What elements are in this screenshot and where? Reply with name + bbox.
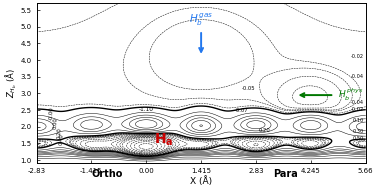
- Text: -0.02: -0.02: [351, 54, 364, 59]
- Text: 0.50: 0.50: [353, 136, 364, 141]
- Text: -0.07: -0.07: [234, 108, 248, 113]
- Text: $H_b^{\,phys}$: $H_b^{\,phys}$: [338, 87, 363, 103]
- Text: 0.00: 0.00: [52, 117, 58, 129]
- Text: -0.00: -0.00: [49, 106, 54, 120]
- Text: $H_b^{\,gas}$: $H_b^{\,gas}$: [189, 12, 213, 28]
- Text: -0.04: -0.04: [351, 74, 364, 79]
- Text: 0.20: 0.20: [56, 127, 62, 139]
- Y-axis label: $Z_{H_b}$ (Å): $Z_{H_b}$ (Å): [3, 69, 19, 98]
- Text: Ortho: Ortho: [92, 169, 123, 179]
- Text: -0.05: -0.05: [242, 86, 256, 91]
- Text: Para: Para: [273, 169, 298, 179]
- Text: -1.10: -1.10: [139, 107, 154, 112]
- Text: 0.30: 0.30: [353, 129, 364, 134]
- Text: -0.02: -0.02: [351, 107, 364, 112]
- Text: 0.10: 0.10: [353, 118, 364, 123]
- Text: -0.04: -0.04: [351, 100, 364, 105]
- X-axis label: X (Å): X (Å): [190, 176, 212, 186]
- Text: 0.20: 0.20: [259, 128, 270, 133]
- Text: 0.40: 0.40: [59, 133, 64, 145]
- Text: $\mathbf{H_a}$: $\mathbf{H_a}$: [154, 131, 173, 148]
